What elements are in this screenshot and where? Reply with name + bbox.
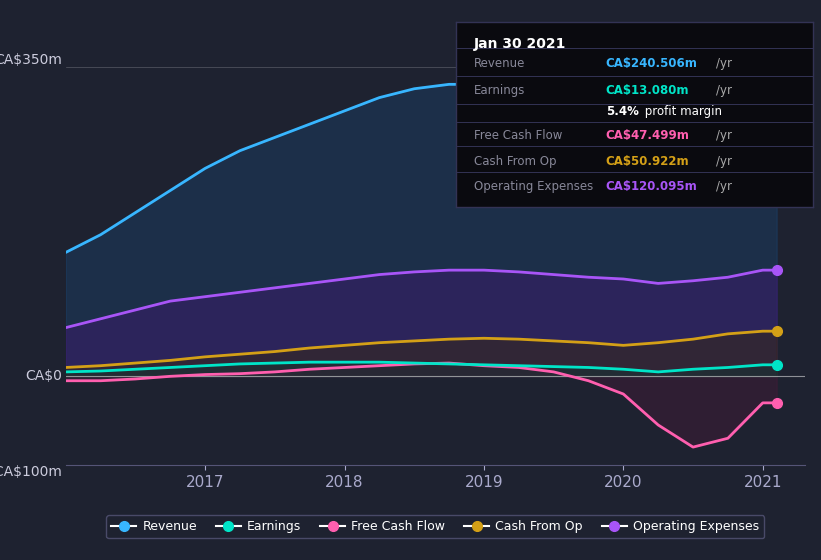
Text: /yr: /yr: [717, 129, 732, 142]
Text: Jan 30 2021: Jan 30 2021: [474, 37, 566, 51]
Legend: Revenue, Earnings, Free Cash Flow, Cash From Op, Operating Expenses: Revenue, Earnings, Free Cash Flow, Cash …: [106, 515, 764, 538]
Text: Earnings: Earnings: [474, 84, 525, 97]
Text: CA$120.095m: CA$120.095m: [606, 180, 697, 193]
Text: /yr: /yr: [717, 84, 732, 97]
Text: CA$50.922m: CA$50.922m: [606, 155, 690, 167]
Text: CA$47.499m: CA$47.499m: [606, 129, 690, 142]
Text: /yr: /yr: [717, 57, 732, 69]
Text: 5.4%: 5.4%: [606, 105, 639, 118]
Text: /yr: /yr: [717, 155, 732, 167]
Text: CA$13.080m: CA$13.080m: [606, 84, 689, 97]
Text: /yr: /yr: [717, 180, 732, 193]
Text: Cash From Op: Cash From Op: [474, 155, 556, 167]
Text: CA$350m: CA$350m: [0, 53, 62, 67]
Text: CA$240.506m: CA$240.506m: [606, 57, 698, 69]
Text: Revenue: Revenue: [474, 57, 525, 69]
Text: CA$0: CA$0: [25, 370, 62, 383]
Text: Operating Expenses: Operating Expenses: [474, 180, 593, 193]
Text: profit margin: profit margin: [641, 105, 722, 118]
Text: -CA$100m: -CA$100m: [0, 465, 62, 479]
Text: Free Cash Flow: Free Cash Flow: [474, 129, 562, 142]
